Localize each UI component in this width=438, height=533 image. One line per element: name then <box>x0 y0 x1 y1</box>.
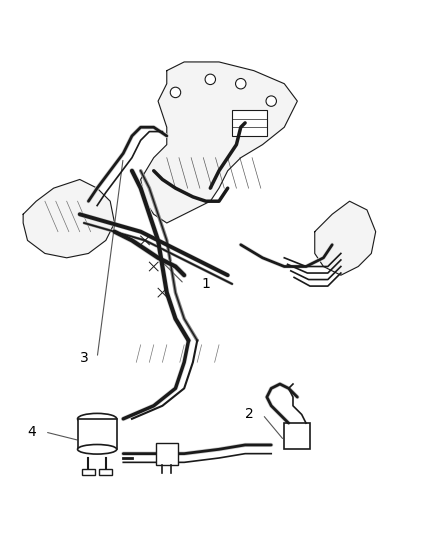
Text: 3: 3 <box>80 351 88 365</box>
Circle shape <box>236 78 246 89</box>
Bar <box>99 469 113 475</box>
Bar <box>284 423 311 449</box>
Polygon shape <box>315 201 376 275</box>
Text: 1: 1 <box>201 277 210 291</box>
Circle shape <box>170 87 181 98</box>
Ellipse shape <box>78 414 117 424</box>
Text: 2: 2 <box>245 407 254 422</box>
Bar <box>78 419 117 449</box>
Bar <box>232 110 267 136</box>
Polygon shape <box>23 180 115 258</box>
Bar <box>82 469 95 475</box>
Bar <box>156 443 178 465</box>
Circle shape <box>205 74 215 85</box>
Text: 4: 4 <box>28 425 36 439</box>
Ellipse shape <box>78 445 117 454</box>
Polygon shape <box>141 62 297 223</box>
Circle shape <box>266 96 276 107</box>
